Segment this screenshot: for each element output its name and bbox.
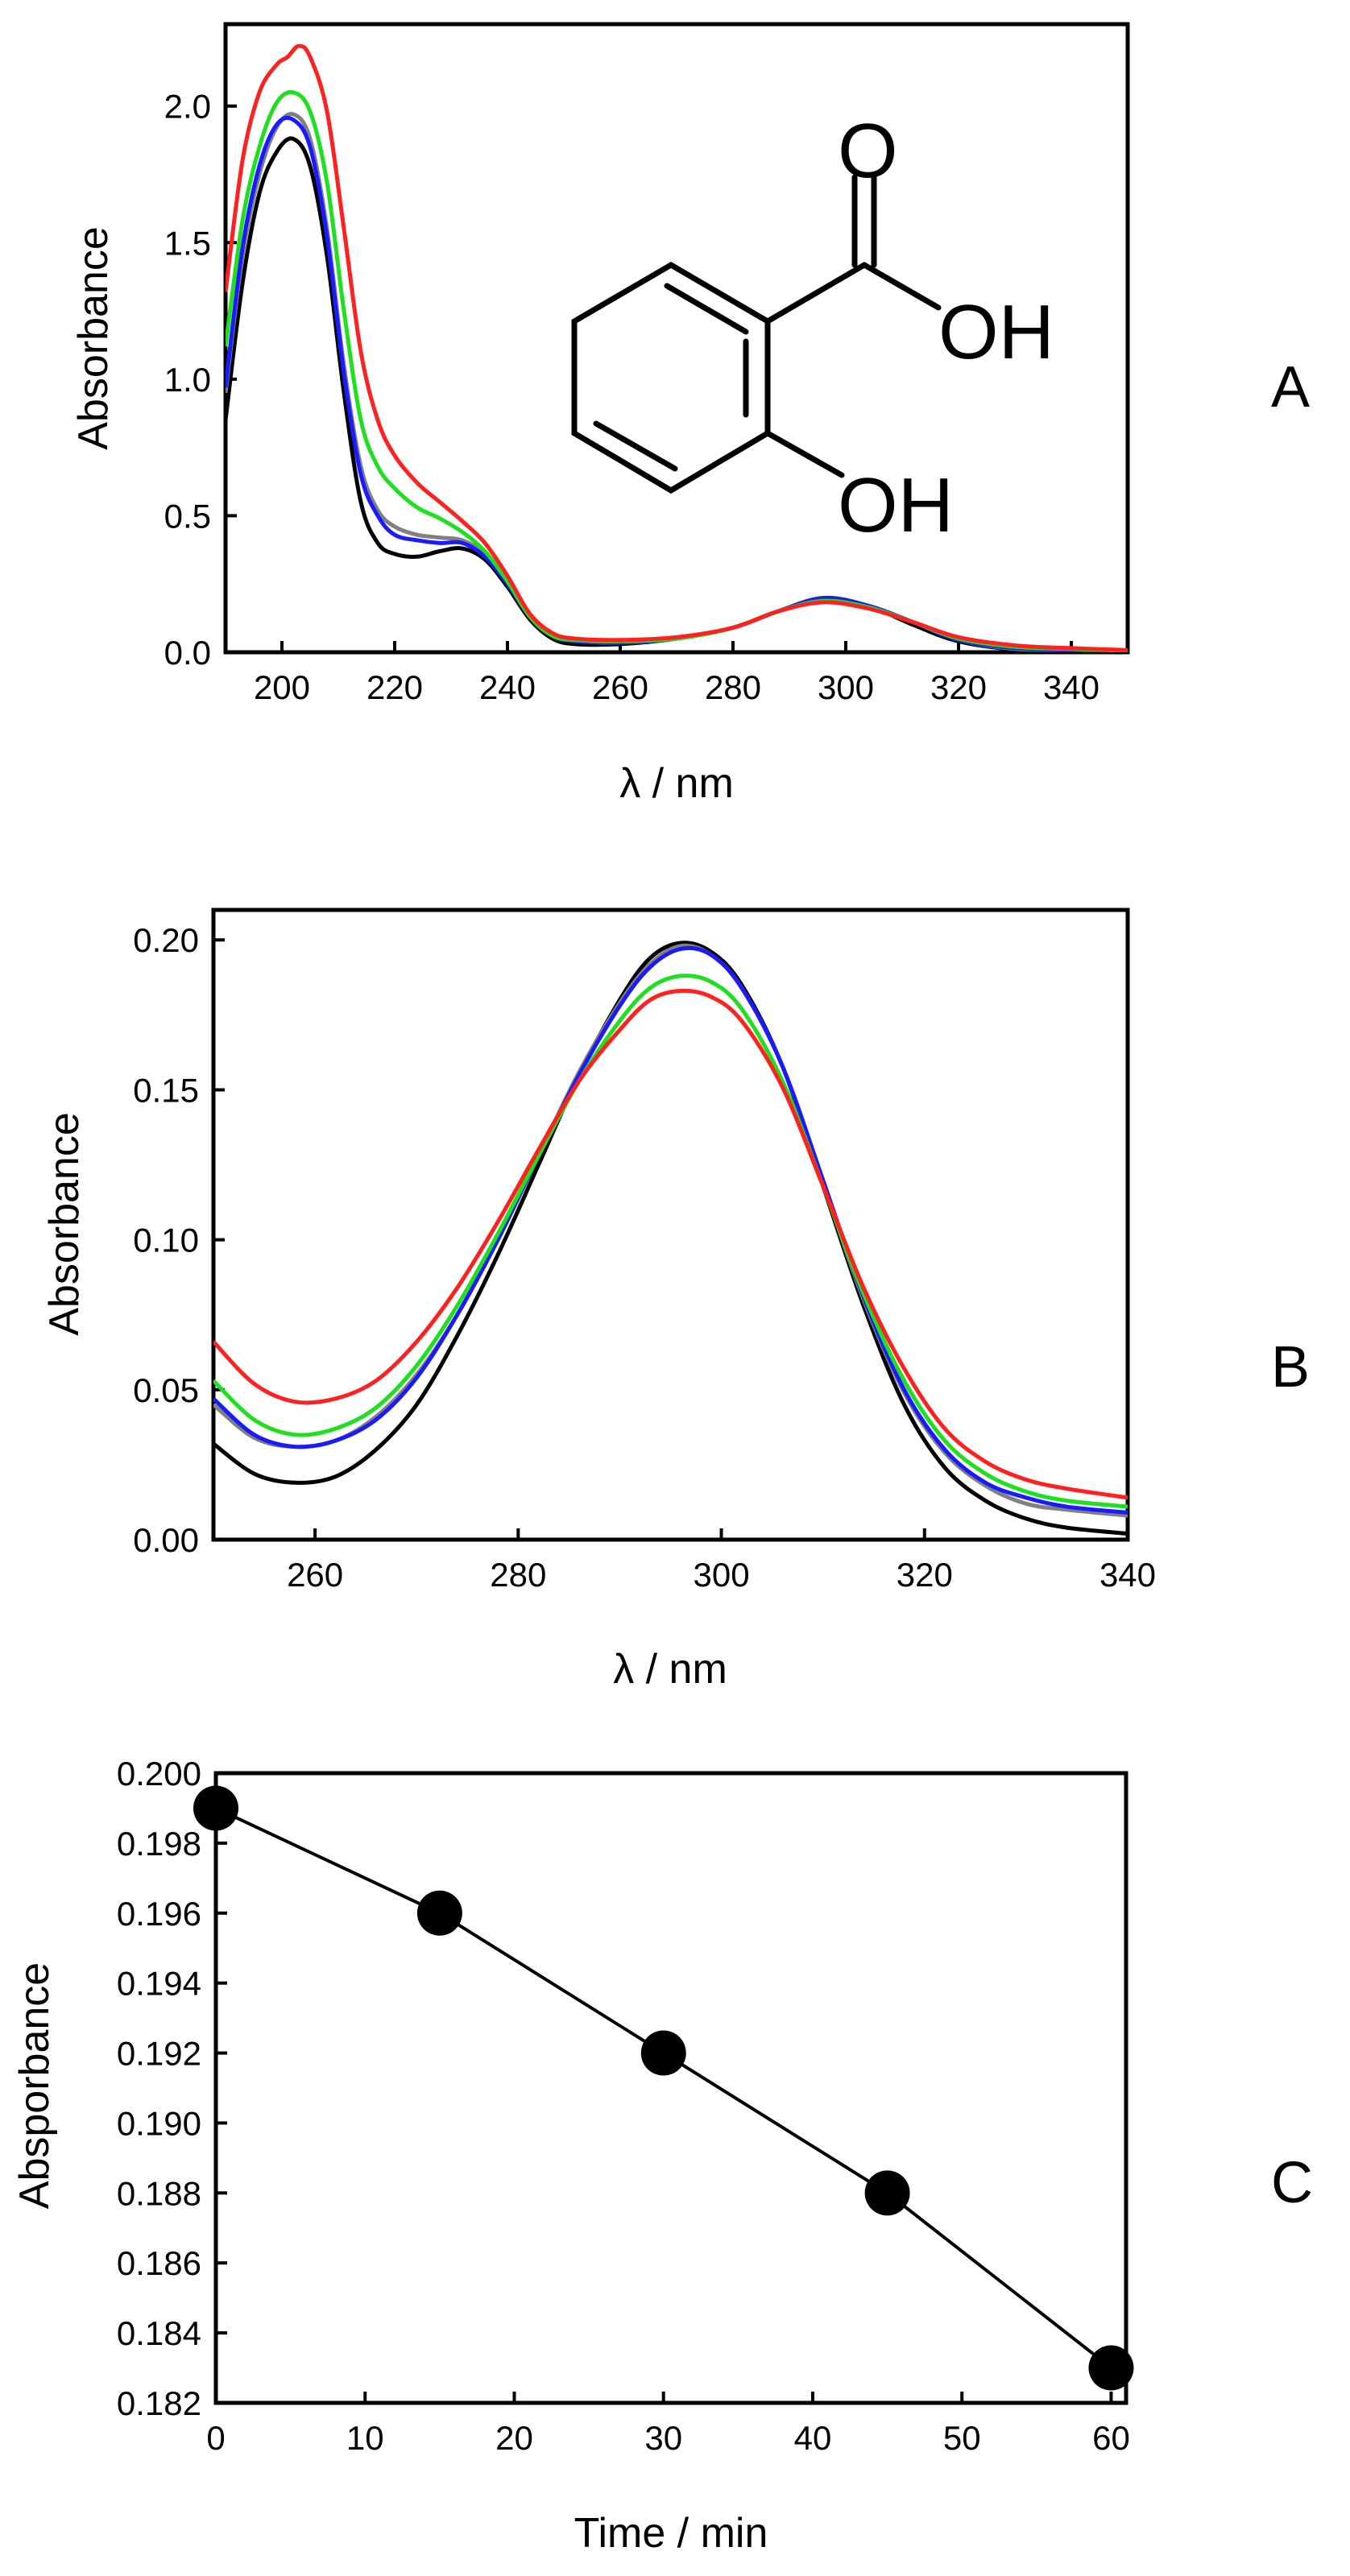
panel-b-xtick-label: 300 <box>694 1556 750 1594</box>
panel-c-data-point <box>193 1785 238 1831</box>
panel-c-ytick-label: 0.198 <box>117 1825 201 1863</box>
panel-a-series-gray-line <box>226 112 1128 652</box>
panel-c-ytick-label: 0.186 <box>117 2244 201 2282</box>
panel-c-label: C <box>1271 2151 1313 2215</box>
panel-c-series-absorbance-line <box>216 1806 1112 2370</box>
acid-oh-bond <box>861 262 942 311</box>
panel-b-label: B <box>1271 1335 1310 1400</box>
panel-c-xtick-label: 0 <box>206 2419 225 2457</box>
panel-b-yticks: 0.00 0.05 0.10 0.15 0.20 <box>133 921 225 1559</box>
panel-b-series <box>213 941 1128 1536</box>
panel-a-ytick-label: 1.5 <box>164 224 211 262</box>
panel-a-xtick-label: 280 <box>705 668 761 706</box>
panel-c-xtick-label: 50 <box>943 2419 981 2457</box>
panel-b-xticks: 260 280 300 320 340 <box>287 1528 1156 1594</box>
panel-c-plot-frame <box>213 1771 1128 2405</box>
panel-b-ytick-label: 0.00 <box>133 1521 199 1559</box>
panel-a-series <box>226 43 1128 652</box>
salicylic-acid-structure <box>571 174 942 494</box>
panel-a-yticks: 0.0 0.5 1.0 1.5 2.0 <box>164 88 237 672</box>
carbonyl-o-label: O <box>838 108 898 194</box>
panel-a-xtick-label: 320 <box>930 668 987 706</box>
panel-c-ytick-label: 0.192 <box>117 2035 201 2073</box>
panel-c-xtick-label: 40 <box>794 2419 832 2457</box>
panel-b-series-blue-line <box>213 945 1128 1515</box>
ring-inner-bond-3 <box>593 420 678 472</box>
panel-c-ytick-label: 0.200 <box>117 1755 201 1792</box>
acid-oh-label: OH <box>938 289 1054 375</box>
panel-c-xticks: 0 10 20 30 40 50 60 <box>206 2392 1130 2457</box>
panel-b-series-black-line <box>213 941 1128 1536</box>
panel-c-ytick-label: 0.196 <box>117 1895 201 1933</box>
panel-c-data-point <box>640 2030 686 2076</box>
panel-a: 200 220 240 260 280 300 320 340 0.0 0.5 1.0 1.5 2.0… <box>70 22 1310 807</box>
panel-b-series-gray-line <box>213 943 1128 1518</box>
panel-b-ytick-label: 0.05 <box>133 1371 199 1409</box>
panel-a-xtick-label: 340 <box>1043 668 1099 706</box>
panel-a-series-blue-line <box>226 115 1128 652</box>
panel-c-data-point <box>1088 2345 1134 2391</box>
panel-c: 0 10 20 30 40 50 60 0.1820.1840.1860.1880.1900… <box>11 1755 1313 2557</box>
panel-c-data-point <box>416 1890 462 1936</box>
panel-c-xtick-label: 20 <box>495 2419 533 2457</box>
panel-b: 260 280 300 320 340 0.00 0.05 0.10 0.15 0.20 λ /… <box>41 908 1310 1693</box>
panel-c-ytick-label: 0.188 <box>117 2174 201 2212</box>
benzene-ring <box>571 261 771 494</box>
panel-b-xtick-label: 260 <box>287 1556 343 1594</box>
panel-a-xtick-label: 220 <box>366 668 423 706</box>
panel-c-ytick-label: 0.194 <box>117 1965 201 2003</box>
panel-c-yticks: 0.182 0.184 0.186 0.188 0.190 0.192 0.194 0.196… <box>117 1755 227 2422</box>
panel-b-ytick-label: 0.15 <box>133 1071 199 1109</box>
panel-a-xlabel: λ / nm <box>619 760 734 807</box>
panel-c-xlabel: Time / min <box>574 2510 768 2557</box>
panel-a-series-red-line <box>226 43 1128 652</box>
carboxyl-c-bond <box>764 262 868 325</box>
panel-b-series-green-line <box>213 974 1128 1509</box>
panel-b-xtick-label: 320 <box>897 1556 953 1594</box>
panel-a-xtick-label: 240 <box>479 668 536 706</box>
panel-b-ytick-label: 0.10 <box>133 1222 199 1259</box>
panel-c-ytick-label: 0.184 <box>117 2314 201 2352</box>
panel-a-xticks: 200 220 240 260 280 300 320 340 <box>254 641 1099 706</box>
panel-b-plot-frame <box>211 908 1130 1542</box>
panel-b-ytick-label: 0.20 <box>133 921 199 959</box>
panel-a-series-black-line <box>226 136 1128 652</box>
panel-b-series-red-line <box>213 988 1128 1500</box>
panel-a-ytick-label: 0.0 <box>164 634 211 672</box>
panel-c-ytick-label: 0.182 <box>117 2384 201 2422</box>
phenol-oh-label: OH <box>838 462 954 548</box>
panel-c-ytick-label: 0.190 <box>117 2104 201 2142</box>
panel-a-xtick-label: 260 <box>592 668 648 706</box>
panel-c-xtick-label: 60 <box>1092 2419 1130 2457</box>
panel-a-ytick-label: 2.0 <box>164 88 211 126</box>
panel-c-data-point <box>864 2170 910 2216</box>
ring-inner-bond-1 <box>664 283 749 335</box>
panel-b-xlabel: λ / nm <box>613 1646 727 1693</box>
phenol-oh-bond <box>764 430 845 478</box>
panel-b-ylabel: Absorbance <box>41 1112 88 1336</box>
panel-a-label: A <box>1271 355 1310 420</box>
panel-a-ylabel: Absorbance <box>70 226 117 450</box>
panel-c-xtick-label: 10 <box>346 2419 384 2457</box>
panel-b-xtick-label: 340 <box>1099 1556 1156 1594</box>
panel-c-series <box>193 1785 1134 2391</box>
panel-a-xtick-label: 300 <box>818 668 874 706</box>
panel-c-ylabel: Absporbance <box>11 1962 58 2209</box>
panel-a-xtick-label: 200 <box>254 668 310 706</box>
panel-a-ytick-label: 0.5 <box>164 497 211 535</box>
panel-a-ytick-label: 1.0 <box>164 361 211 399</box>
panel-b-xtick-label: 280 <box>490 1556 546 1594</box>
panel-c-xtick-label: 30 <box>644 2419 682 2457</box>
